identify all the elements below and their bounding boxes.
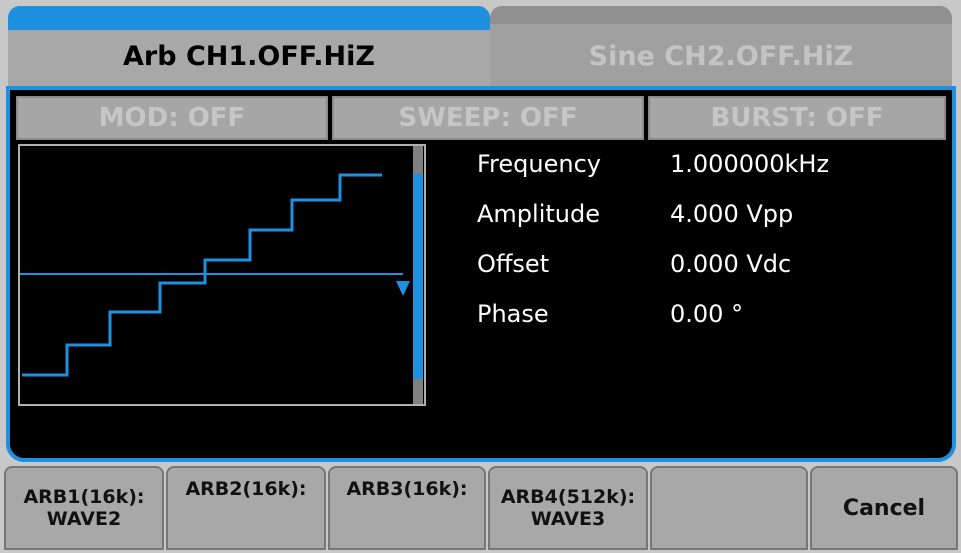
param-value[interactable]: 1.000000kHz bbox=[670, 150, 830, 178]
ch2-tab[interactable]: Sine CH2.OFF.HiZ bbox=[490, 6, 952, 86]
param-value[interactable]: 0.00 ° bbox=[670, 300, 744, 328]
softkey[interactable]: ARB2(16k): bbox=[166, 466, 326, 550]
param-label[interactable]: Offset bbox=[477, 250, 550, 278]
softkey-line: WAVE3 bbox=[530, 508, 606, 530]
scrollbar-thumb bbox=[413, 174, 423, 379]
param-label[interactable]: Frequency bbox=[477, 150, 601, 178]
softkey[interactable]: Cancel bbox=[810, 466, 958, 550]
softkey[interactable]: ARB1(16k): WAVE2 bbox=[4, 466, 164, 550]
softkey-line: ARB2(16k): bbox=[185, 478, 307, 500]
softkey-empty[interactable] bbox=[650, 466, 808, 550]
tab-title: Arb CH1.OFF.HiZ bbox=[123, 41, 375, 72]
offset-marker bbox=[396, 281, 410, 296]
waveform bbox=[22, 173, 382, 377]
mode-button[interactable]: SWEEP: OFF bbox=[332, 96, 644, 140]
softkey-line: ARB4(512k): bbox=[500, 486, 636, 508]
tab-title: Sine CH2.OFF.HiZ bbox=[588, 41, 854, 72]
softkey-line: ARB3(16k): bbox=[346, 478, 468, 500]
softkey-line: ARB1(16k): bbox=[23, 486, 145, 508]
waveform-preview bbox=[18, 144, 426, 406]
param-label[interactable]: Phase bbox=[477, 300, 549, 328]
param-value[interactable]: 0.000 Vdc bbox=[670, 250, 792, 278]
softkey[interactable]: ARB3(16k): bbox=[328, 466, 486, 550]
softkey[interactable]: ARB4(512k): WAVE3 bbox=[488, 466, 648, 550]
param-value[interactable]: 4.000 Vpp bbox=[670, 200, 794, 228]
param-label[interactable]: Amplitude bbox=[477, 200, 600, 228]
mode-button[interactable]: MOD: OFF bbox=[16, 96, 328, 140]
tab-highlight bbox=[8, 6, 490, 30]
mode-button[interactable]: BURST: OFF bbox=[648, 96, 946, 140]
ch1-tab[interactable]: Arb CH1.OFF.HiZ bbox=[8, 6, 490, 86]
softkey-line: WAVE2 bbox=[46, 508, 122, 530]
softkey-line: Cancel bbox=[842, 495, 926, 521]
